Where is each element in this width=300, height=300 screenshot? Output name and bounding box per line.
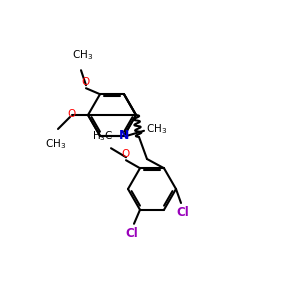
Text: H$_3$C: H$_3$C [92, 129, 114, 143]
Text: N: N [119, 129, 129, 142]
Text: O: O [67, 109, 75, 119]
Text: Cl: Cl [126, 227, 138, 240]
Text: Cl: Cl [177, 206, 189, 220]
Text: CH$_3$: CH$_3$ [146, 122, 168, 136]
Text: CH$_3$: CH$_3$ [45, 137, 67, 151]
Text: O: O [121, 149, 129, 159]
Text: CH$_3$: CH$_3$ [72, 48, 94, 62]
Text: O: O [81, 77, 89, 87]
